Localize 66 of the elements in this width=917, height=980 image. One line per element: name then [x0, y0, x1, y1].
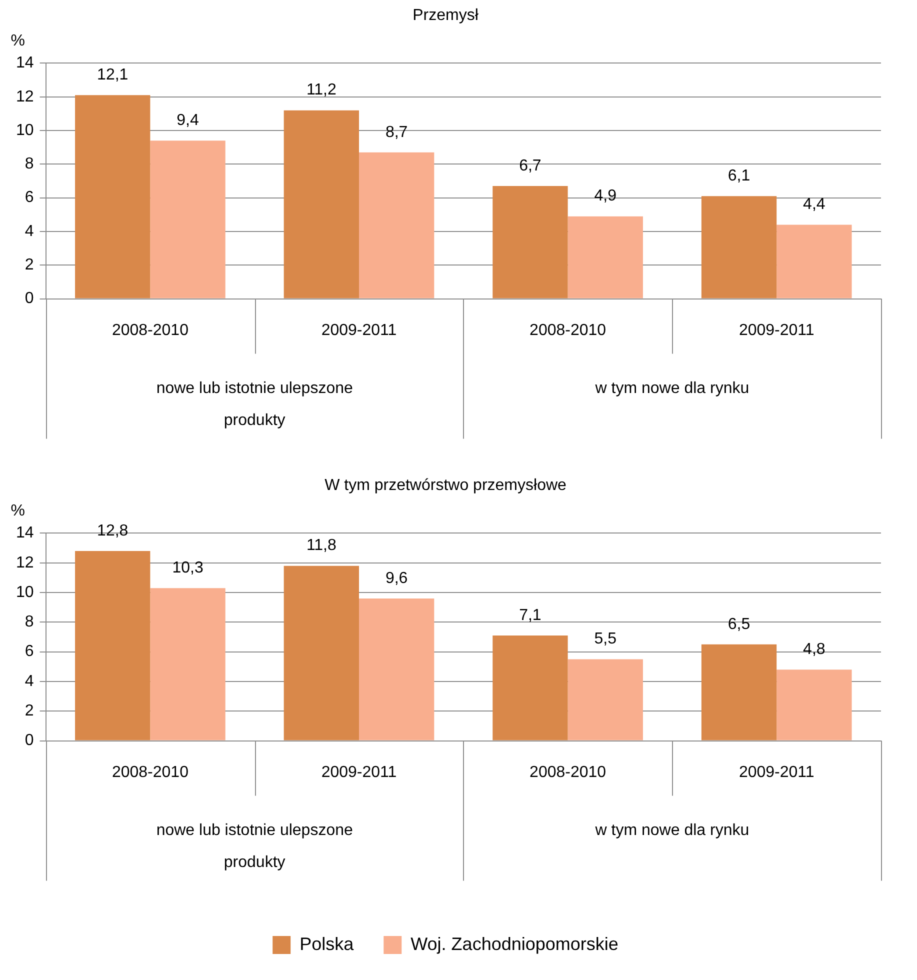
data-label: 6,1 [728, 168, 750, 185]
data-label: 4,8 [803, 641, 826, 658]
x-tick-label: 2009-2011 [321, 322, 397, 339]
y-tick-label: 0 [24, 732, 34, 750]
y-tick-label: 4 [24, 222, 34, 240]
chart-title: W tym przetwórstwo przemysłowe [324, 477, 567, 494]
data-label: 6,5 [728, 616, 750, 633]
x-tick-label: 2008-2010 [112, 764, 189, 781]
bar [701, 196, 777, 298]
y-tick-label: 14 [16, 524, 34, 542]
bar [776, 670, 852, 740]
data-label: 12,8 [97, 522, 128, 540]
text: w tym nowe dla rynku [594, 822, 750, 840]
data-label: 11,2 [306, 82, 336, 99]
y-axis-title: % [10, 502, 25, 520]
data-label: 7,1 [519, 606, 542, 624]
bar [75, 550, 150, 740]
data-label: 6,7 [519, 157, 542, 174]
bar [150, 588, 226, 740]
x-tick-label: 2008-2010 [112, 322, 189, 339]
data-label: 8,7 [385, 124, 408, 141]
x-tick-label: 2008-2010 [530, 322, 606, 339]
text: w tym nowe dla rynku [594, 380, 750, 398]
y-tick-label: 10 [16, 122, 34, 139]
y-tick-label: 6 [24, 189, 34, 206]
bar [568, 216, 643, 298]
legend-label: Woj. Zachodniopomorskie [410, 934, 618, 954]
bar [359, 598, 434, 740]
data-label: 12,1 [97, 66, 128, 84]
bar [150, 140, 226, 298]
bar [492, 186, 568, 298]
chart-title: Przemysł [412, 7, 479, 24]
x-tick-label: 2009-2011 [738, 322, 814, 339]
legend-label: Polska [300, 934, 355, 954]
x-tick-label: 2008-2010 [530, 764, 606, 781]
data-label: 9,6 [385, 570, 408, 587]
data-label: 5,5 [594, 630, 617, 648]
y-tick-label: 8 [24, 614, 34, 631]
bar [568, 659, 643, 740]
data-label: 4,9 [594, 188, 617, 205]
data-label: 4,4 [803, 196, 826, 214]
y-tick-label: 6 [24, 643, 34, 660]
bar [284, 566, 359, 740]
y-tick-label: 4 [24, 672, 34, 690]
bar [701, 644, 777, 740]
y-tick-label: 14 [16, 54, 34, 72]
y-tick-label: 2 [24, 702, 34, 720]
text: nowe lub istotnie ulepszone produkty [156, 822, 353, 872]
bar [284, 110, 359, 298]
data-label: 10,3 [172, 559, 204, 576]
bar [359, 152, 434, 298]
text: nowe lub istotnie ulepszone produkty [156, 380, 353, 430]
data-label: 11,8 [306, 537, 336, 554]
y-tick-label: 12 [16, 554, 34, 572]
bar [776, 224, 852, 298]
x-tick-label: 2009-2011 [321, 764, 397, 781]
x-tick-label: 2009-2011 [738, 764, 814, 781]
y-tick-label: 12 [16, 88, 34, 106]
y-tick-label: 10 [16, 584, 34, 601]
data-label: 9,4 [176, 112, 199, 130]
y-tick-label: 8 [24, 156, 34, 173]
y-tick-label: 2 [24, 256, 34, 274]
y-tick-label: 0 [24, 290, 34, 308]
y-axis-title: % [10, 32, 25, 50]
bar [492, 636, 568, 740]
bar [75, 95, 150, 298]
